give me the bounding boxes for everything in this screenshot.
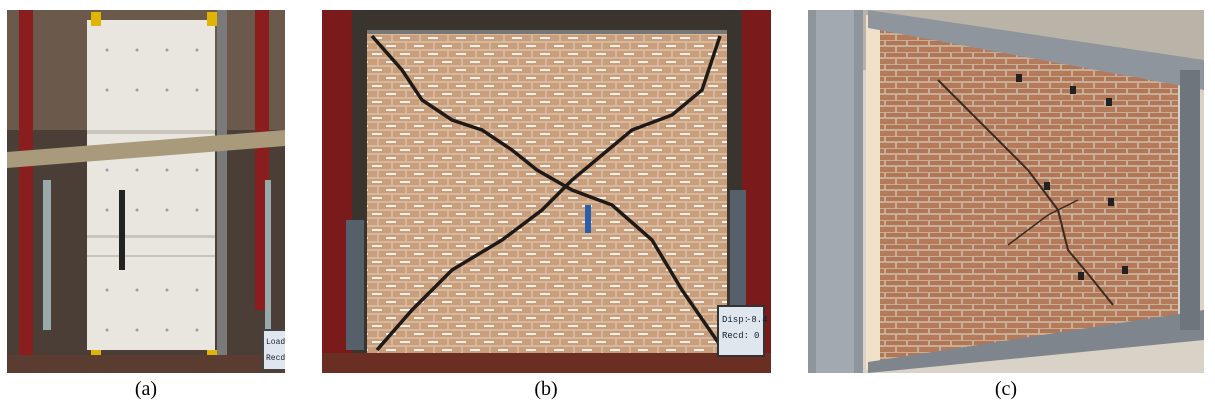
photo-a-image: Load Recd (7, 10, 285, 373)
monitor-b-label-2: Recd: (722, 331, 749, 341)
photo-c-image (808, 10, 1204, 373)
monitor-b-value-2: 0 (754, 331, 759, 341)
caption-b: (b) (534, 378, 558, 400)
photo-panel-a: Load Recd (7, 10, 285, 373)
monitor-b-label-1: Disp: (722, 315, 749, 325)
photo-panel-b: Disp: -8.4 Recd: 0 (322, 10, 771, 373)
caption-c: (c) (994, 378, 1018, 400)
monitor-b-value-1: -8.4 (746, 315, 768, 325)
monitor-a-label-1: Load (266, 338, 285, 347)
photo-b-image: Disp: -8.4 Recd: 0 (322, 10, 771, 373)
caption-a: (a) (134, 378, 158, 400)
photo-panel-c (808, 10, 1204, 373)
monitor-a-label-2: Recd (266, 354, 285, 363)
